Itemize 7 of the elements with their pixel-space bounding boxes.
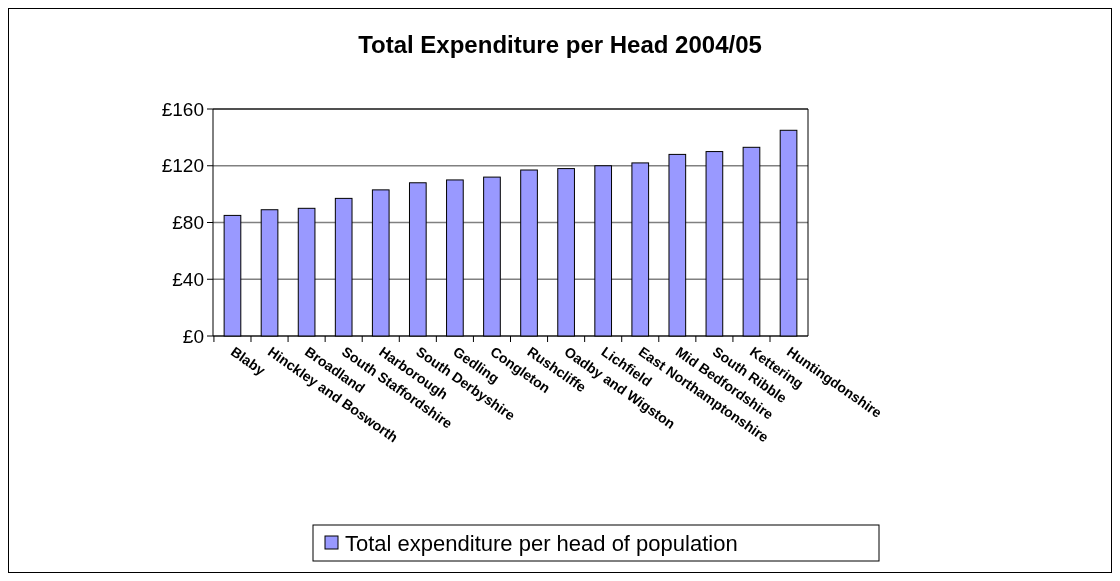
y-tick-label: £120: [161, 155, 204, 177]
y-tick-label: £160: [161, 98, 204, 120]
legend-label: Total expenditure per head of population: [345, 530, 738, 556]
y-tick-label: £80: [172, 212, 204, 234]
chart-title: Total Expenditure per Head 2004/05: [358, 31, 762, 58]
y-tick-label: £0: [182, 325, 204, 347]
y-tick-label: £40: [172, 268, 204, 290]
